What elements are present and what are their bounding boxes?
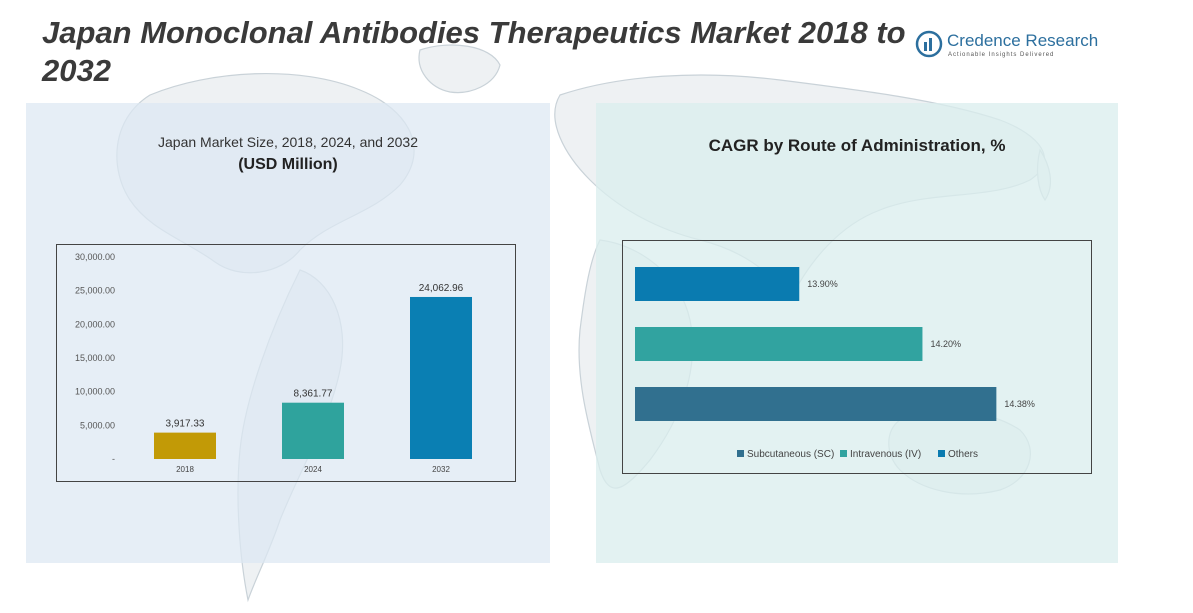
data-label-2018: 3,917.33 [166, 419, 205, 430]
y-tick-label: 15,000.00 [75, 353, 115, 363]
market-size-titles: Japan Market Size, 2018, 2024, and 2032 … [26, 0, 550, 613]
cagr-chart-title: CAGR by Route of Administration, % [708, 136, 1006, 155]
data-label-intravenous-iv: 14.20% [930, 339, 961, 349]
data-label-2024: 8,361.77 [294, 389, 333, 400]
bar-others [635, 267, 800, 301]
data-label-2032: 24,062.96 [419, 283, 464, 294]
data-label-others: 13.90% [807, 279, 838, 289]
y-tick-label: 20,000.00 [75, 319, 115, 329]
legend-label-intravenous-iv: Intravenous (IV) [850, 449, 921, 460]
brand-logo: Credence Research Actionable Insights De… [915, 28, 1115, 68]
bar-2032 [410, 296, 472, 459]
market-size-bar-chart: - 5,000.00 10,000.00 15,000.00 20,000.00 25,0… [75, 252, 472, 474]
y-tick-label: 30,000.00 [75, 252, 115, 262]
x-tick-label-2024: 2024 [304, 465, 322, 474]
page-title: Japan Monoclonal Antibodies Therapeutics… [42, 15, 906, 88]
cagr-chart: 13.90% 14.20% 14.38% Subcutaneous (SC) Intra… [622, 240, 1092, 474]
market-size-unit: (USD Million) [238, 156, 338, 173]
data-label-subcutaneous-sc: 14.38% [1004, 399, 1035, 409]
brand-tagline: Actionable Insights Delivered [948, 52, 1055, 58]
legend-swatch-others [938, 450, 945, 457]
cagr-bar-chart: 13.90% 14.20% 14.38% Subcutaneous (SC) Intra… [635, 267, 1035, 460]
market-size-chart: - 5,000.00 10,000.00 15,000.00 20,000.00 25,0… [56, 244, 516, 482]
legend-swatch-intravenous-iv [840, 450, 847, 457]
y-tick-label: 5,000.00 [80, 420, 115, 430]
credence-logo-icon [915, 30, 943, 58]
x-tick-label-2032: 2032 [432, 465, 450, 474]
market-size-subtitle: Japan Market Size, 2018, 2024, and 2032 [158, 134, 418, 150]
y-tick-label: - [112, 454, 115, 464]
bar-subcutaneous-sc [635, 387, 997, 421]
bar-intravenous-iv [635, 327, 923, 361]
legend-label-subcutaneous-sc: Subcutaneous (SC) [747, 449, 834, 460]
y-tick-label: 10,000.00 [75, 387, 115, 397]
y-tick-label: 25,000.00 [75, 286, 115, 296]
legend-label-others: Others [948, 449, 978, 460]
bar-2024 [282, 402, 344, 459]
legend-swatch-subcutaneous-sc [737, 450, 744, 457]
brand-name: Credence Research [947, 31, 1099, 50]
x-tick-label-2018: 2018 [176, 465, 194, 474]
bar-2018 [154, 432, 216, 459]
